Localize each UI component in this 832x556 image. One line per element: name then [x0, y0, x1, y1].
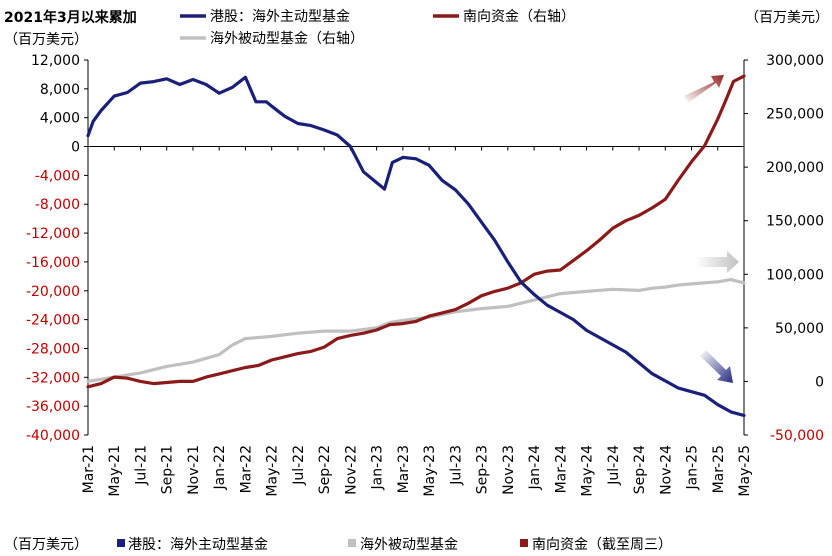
x-tick-label: Jul-23: [448, 445, 464, 486]
up-arrow-icon: [684, 75, 724, 103]
x-tick-label: May-21: [107, 445, 123, 497]
legend-label-passive: 海外被动型基金（右轴）: [210, 30, 364, 47]
right-tick-label: 0: [815, 374, 824, 390]
x-tick-label: Nov-21: [186, 445, 202, 495]
left-tick-label: -16,000: [26, 255, 80, 271]
right-tick-label: 100,000: [766, 267, 824, 283]
x-tick-label: May-24: [580, 445, 596, 497]
left-axis-unit: （百万美元）: [4, 32, 88, 48]
x-tick-label: May-25: [737, 445, 753, 497]
x-tick-label: Nov-24: [658, 445, 674, 495]
footer-swatch-active: [117, 539, 125, 547]
right-axis: 300,000 250,000 200,000 150,000 100,000 50,00…: [743, 53, 824, 444]
left-tick-label: -40,000: [26, 428, 80, 444]
legend: 港股：海外主动型基金 南向资金（右轴） 海外被动型基金（右轴）: [180, 8, 575, 47]
x-tick-label: Nov-23: [501, 445, 517, 495]
x-tick-label: Sep-24: [632, 445, 648, 494]
x-tick-label: May-23: [422, 445, 438, 497]
left-tick-label: -28,000: [26, 341, 80, 357]
left-tick-label: -20,000: [26, 284, 80, 300]
legend-label-active: 港股：海外主动型基金: [210, 8, 350, 25]
footer-unit: （百万美元）: [4, 537, 88, 553]
right-tick-label: 300,000: [766, 53, 824, 69]
x-tick-label: Nov-22: [343, 445, 359, 495]
right-arrow-icon: [695, 251, 739, 273]
active-fund-series-line: [86, 75, 746, 418]
footer-label-passive: 海外被动型基金: [360, 536, 458, 553]
x-tick-label: Jul-21: [133, 445, 149, 486]
x-tick-label: Jan-22: [212, 445, 228, 490]
x-axis: Mar-21 May-21 Jul-21 Sep-21 Nov-21 Jan-22 Mar-…: [81, 146, 753, 497]
footer-label-southbound: 南向资金（截至周三）: [532, 537, 672, 553]
passive-fund-series-line: [86, 278, 746, 383]
down-arrow-icon: [700, 350, 733, 383]
right-tick-label: 50,000: [775, 321, 824, 337]
left-tick-label: -32,000: [26, 370, 80, 386]
left-tick-label: -8,000: [35, 197, 80, 213]
southbound-series-line: [86, 74, 746, 389]
x-tick-label: Jan-25: [685, 445, 701, 490]
footer-label-active: 港股：海外主动型基金: [128, 536, 268, 553]
footer-legend: （百万美元） 港股：海外主动型基金 海外被动型基金 南向资金（截至周三）: [4, 536, 672, 553]
legend-label-southbound: 南向资金（右轴）: [463, 9, 575, 25]
x-tick-label: Jul-24: [606, 445, 622, 486]
x-tick-label: Mar-21: [81, 445, 97, 493]
chart-title: 2021年3月以来累加: [4, 9, 137, 26]
footer-swatch-southbound: [520, 539, 528, 547]
right-tick-label: 150,000: [766, 214, 824, 230]
x-tick-label: Sep-23: [475, 445, 491, 494]
x-tick-label: Jan-23: [370, 445, 386, 490]
left-tick-label: 0: [71, 140, 80, 156]
x-tick-label: Sep-21: [160, 445, 176, 494]
x-tick-label: Mar-22: [238, 445, 254, 493]
left-tick-label: -4,000: [35, 168, 80, 184]
x-tick-label: Jan-24: [527, 445, 543, 491]
left-tick-label: -12,000: [26, 226, 80, 242]
x-tick-label: May-22: [265, 445, 281, 497]
x-tick-label: Mar-24: [553, 445, 569, 493]
left-tick-label: -24,000: [26, 313, 80, 329]
x-tick-label: Mar-25: [711, 445, 727, 493]
left-tick-label: -36,000: [26, 399, 80, 415]
left-tick-label: 12,000: [31, 53, 80, 69]
x-tick-label: Sep-22: [317, 445, 333, 494]
x-tick-label: Mar-23: [396, 445, 412, 493]
left-axis: 12,000 8,000 4,000 0 -4,000 -8,000 -12,000 -16,…: [26, 53, 89, 444]
left-tick-label: 4,000: [40, 111, 80, 127]
left-tick-label: 8,000: [40, 82, 80, 98]
right-axis-unit: （百万美元）: [745, 10, 829, 26]
right-tick-label: 250,000: [766, 107, 824, 123]
series-group: [86, 74, 746, 418]
x-tick-label: Jul-22: [291, 445, 307, 486]
right-tick-label: 200,000: [766, 160, 824, 176]
footer-swatch-passive: [348, 539, 356, 547]
right-tick-label: -50,000: [770, 428, 824, 444]
